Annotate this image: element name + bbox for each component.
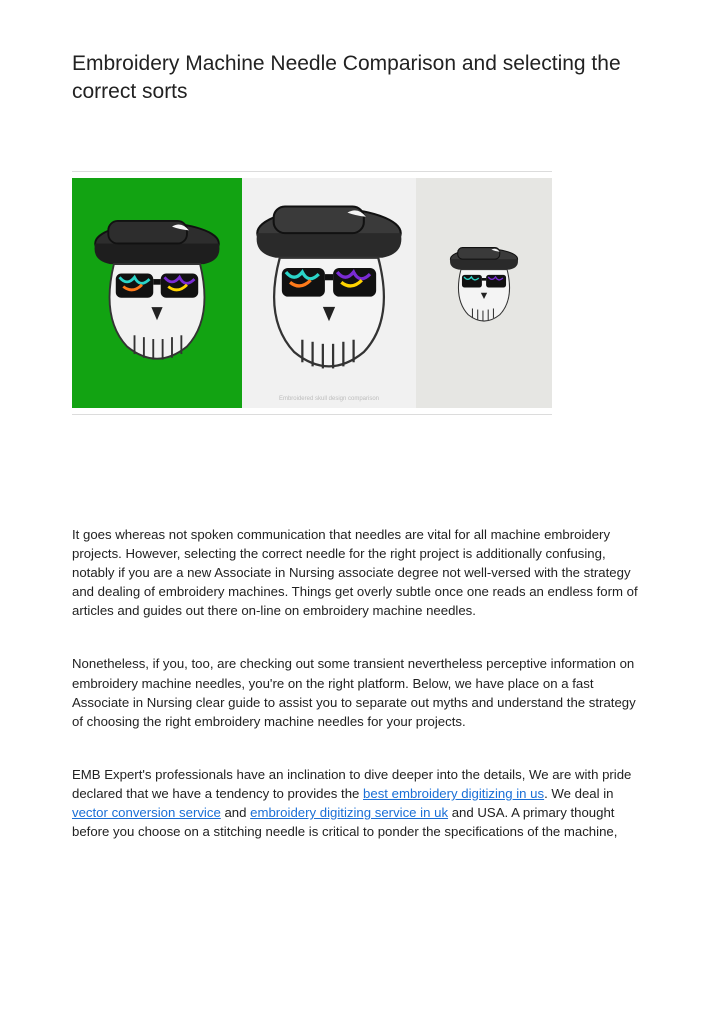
link-digitizing-uk[interactable]: embroidery digitizing service in uk	[250, 805, 448, 820]
p3-text-c: and	[221, 805, 250, 820]
figure-panel-green	[72, 178, 242, 408]
skull-graphic-b	[247, 192, 411, 387]
link-vector-conversion[interactable]: vector conversion service	[72, 805, 221, 820]
figure-panel-shirt	[416, 178, 552, 408]
paragraph-2: Nonetheless, if you, too, are checking o…	[72, 654, 648, 731]
paragraph-1: It goes whereas not spoken communication…	[72, 525, 648, 621]
skull-graphic-c	[442, 238, 526, 338]
page-title: Embroidery Machine Needle Comparison and…	[72, 50, 648, 107]
paragraph-3: EMB Expert's professionals have an incli…	[72, 765, 648, 842]
figure-container: Embroidered skull design comparison	[72, 171, 552, 415]
skull-graphic-a	[82, 206, 232, 384]
link-best-digitizing-us[interactable]: best embroidery digitizing in us	[363, 786, 544, 801]
comparison-figure: Embroidered skull design comparison	[72, 178, 552, 408]
figure-panel-grey: Embroidered skull design comparison	[242, 178, 416, 408]
figure-caption: Embroidered skull design comparison	[279, 395, 379, 404]
p3-text-b: . We deal in	[544, 786, 613, 801]
